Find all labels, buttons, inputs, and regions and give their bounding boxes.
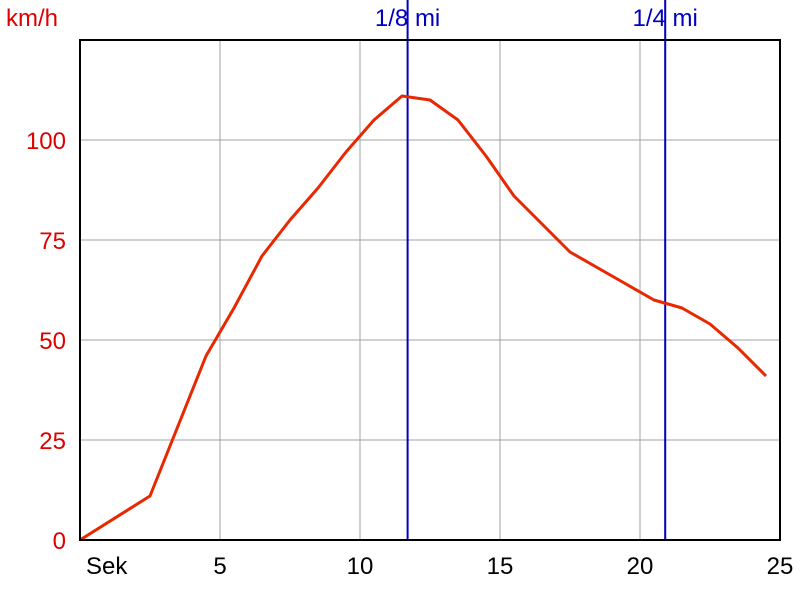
x-tick-label: 25 xyxy=(767,553,794,580)
plot-frame xyxy=(79,39,781,541)
x-tick-label: 5 xyxy=(213,553,226,580)
x-axis-label: Sek xyxy=(86,553,128,580)
y-tick-labels: 0 25 50 75 100 xyxy=(26,128,66,555)
series-layer xyxy=(79,94,768,542)
speed-series-line xyxy=(79,94,768,542)
y-tick-label: 100 xyxy=(26,128,66,155)
y-tick-label: 50 xyxy=(39,328,66,355)
distance-markers: 1/8 mi 1/4 mi xyxy=(375,0,698,540)
y-tick-label: 25 xyxy=(39,428,66,455)
x-tick-label: 15 xyxy=(487,553,514,580)
y-tick-label: 75 xyxy=(39,228,66,255)
x-tick-label: 10 xyxy=(347,553,374,580)
y-tick-label: 0 xyxy=(53,528,66,555)
distance-marker-label: 1/8 mi xyxy=(375,5,440,32)
distance-marker-label: 1/4 mi xyxy=(633,5,698,32)
x-tick-labels: 5 10 15 20 25 xyxy=(213,553,793,580)
y-axis-label: km/h xyxy=(6,5,58,32)
x-tick-label: 20 xyxy=(627,553,654,580)
grid-lines xyxy=(80,40,780,540)
